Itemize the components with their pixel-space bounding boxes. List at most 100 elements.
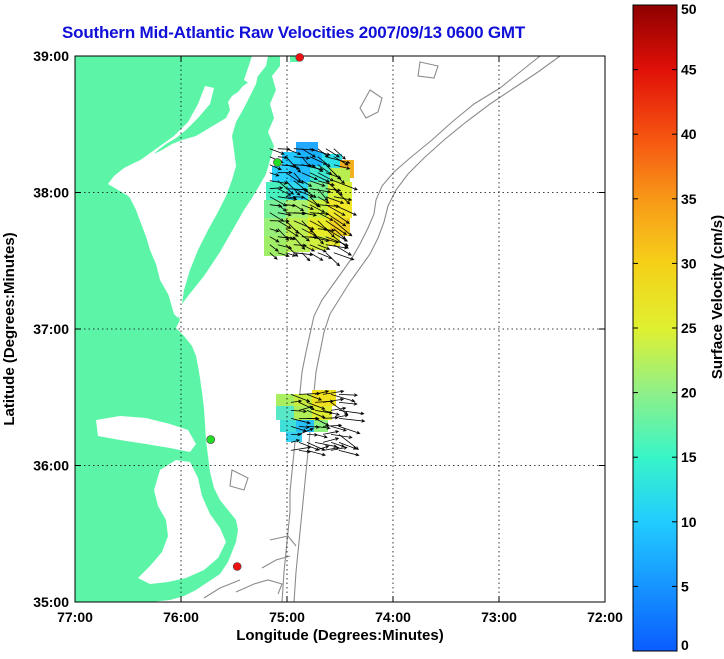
y-tick-label: 36:00 <box>33 458 69 474</box>
velocity-arrow <box>298 405 314 411</box>
colorbar-tick-label: 20 <box>681 385 697 401</box>
velocity-arrow <box>333 228 346 240</box>
velocity-arrow <box>309 164 324 172</box>
velocity-arrow <box>325 156 351 164</box>
velocity-arrow <box>290 399 303 404</box>
velocity-field-south <box>276 390 336 442</box>
y-tick-label: 39:00 <box>33 48 69 64</box>
chesapeake-bay <box>114 86 214 318</box>
velocity-arrow <box>338 418 366 423</box>
colorbar-tick-label: 45 <box>681 62 697 78</box>
x-tick-label: 73:00 <box>481 609 517 625</box>
velocity-arrow <box>317 244 331 250</box>
colorbar-tick-label: 40 <box>681 126 697 142</box>
y-tick-label: 35:00 <box>33 594 69 610</box>
velocity-arrows <box>269 147 366 457</box>
velocity-arrow <box>314 434 328 439</box>
albemarle-sound <box>96 416 196 452</box>
velocity-arrow <box>269 196 287 207</box>
velocity-arrow <box>301 172 319 180</box>
velocity-arrow <box>325 148 340 158</box>
grid-lines <box>75 56 605 602</box>
velocity-arrow <box>306 410 326 419</box>
velocity-arrow <box>309 204 326 213</box>
velocity-arrow <box>293 228 310 242</box>
velocity-arrow <box>333 148 346 160</box>
velocity-arrow <box>322 437 340 443</box>
velocity-arrow <box>298 428 314 435</box>
velocity-arrow <box>333 204 358 216</box>
velocity-arrow <box>277 170 293 175</box>
velocity-arrow <box>325 220 348 235</box>
velocity-arrow <box>277 155 289 160</box>
velocity-arrow <box>301 188 317 198</box>
velocity-arrow <box>306 402 326 410</box>
velocity-arrow <box>269 148 285 155</box>
velocity-arrow <box>301 244 316 252</box>
colorbar-tick-label: 25 <box>681 320 697 336</box>
map-title: Southern Mid-Atlantic Raw Velocities 200… <box>62 23 526 42</box>
velocity-arrow <box>333 188 351 205</box>
velocity-arrow <box>317 156 331 168</box>
velocity-arrow <box>269 252 278 260</box>
y-tick-labels: 39:00 38:00 37:00 36:00 35:00 <box>33 48 69 610</box>
velocity-arrow <box>301 252 311 262</box>
velocity-arrow <box>325 204 346 216</box>
velocity-arrow <box>330 402 349 415</box>
colorbar-tick-label: 10 <box>681 514 697 530</box>
velocity-arrow <box>317 212 334 221</box>
velocity-arrow <box>301 212 318 217</box>
velocity-arrow <box>309 188 332 194</box>
x-tick-label: 76:00 <box>163 609 199 625</box>
velocity-arrow <box>298 402 316 410</box>
velocity-arrow <box>277 204 287 212</box>
velocity-arrow <box>338 450 360 457</box>
velocity-arrow <box>309 244 327 253</box>
velocity-arrow <box>293 236 306 250</box>
velocity-arrow <box>269 172 280 177</box>
velocity-arrow <box>285 164 301 170</box>
velocity-arrow <box>306 450 326 457</box>
velocity-arrow <box>277 180 295 195</box>
velocity-arrow <box>290 432 302 437</box>
velocity-arrow <box>277 188 292 196</box>
velocity-arrow <box>325 212 347 227</box>
velocity-arrow <box>285 252 297 257</box>
velocity-arrow <box>290 418 311 425</box>
velocity-arrow <box>333 220 353 237</box>
velocity-arrow <box>269 186 284 190</box>
station-marker-red <box>295 53 305 62</box>
x-tick-label: 75:00 <box>269 609 305 625</box>
velocity-arrow <box>269 236 280 243</box>
velocity-arrow <box>290 409 308 414</box>
y-tick-label: 37:00 <box>33 321 69 337</box>
velocity-arrow <box>333 164 351 170</box>
colorbar-tick-label: 30 <box>681 255 697 271</box>
velocity-arrow <box>277 220 292 229</box>
colorbar-ticks: 0 5 10 15 20 25 30 35 40 45 50 <box>633 1 697 653</box>
velocity-arrow <box>285 180 301 196</box>
colorbar <box>632 4 678 652</box>
velocity-arrow <box>325 188 342 192</box>
velocity-arrow <box>330 446 348 451</box>
tick-marks <box>74 55 606 603</box>
velocity-arrow <box>285 244 299 257</box>
velocity-arrow <box>338 393 359 397</box>
velocity-arrow <box>317 204 340 208</box>
colorbar-tick-label: 15 <box>681 449 697 465</box>
velocity-arrow <box>285 228 299 237</box>
velocity-arrow <box>314 418 330 426</box>
velocity-arrow <box>338 442 357 450</box>
velocity-arrow <box>277 212 292 217</box>
x-tick-label: 77:00 <box>57 609 93 625</box>
velocity-arrow <box>330 413 349 419</box>
velocity-arrow <box>285 148 302 155</box>
velocity-arrow <box>290 445 312 451</box>
velocity-arrow <box>333 156 349 166</box>
velocity-arrow <box>293 204 305 212</box>
velocity-arrow <box>330 394 356 403</box>
velocity-arrow <box>301 204 314 210</box>
velocity-arrow <box>306 394 323 401</box>
velocity-arrow <box>301 180 313 187</box>
colorbar-tick-label: 35 <box>681 191 697 207</box>
